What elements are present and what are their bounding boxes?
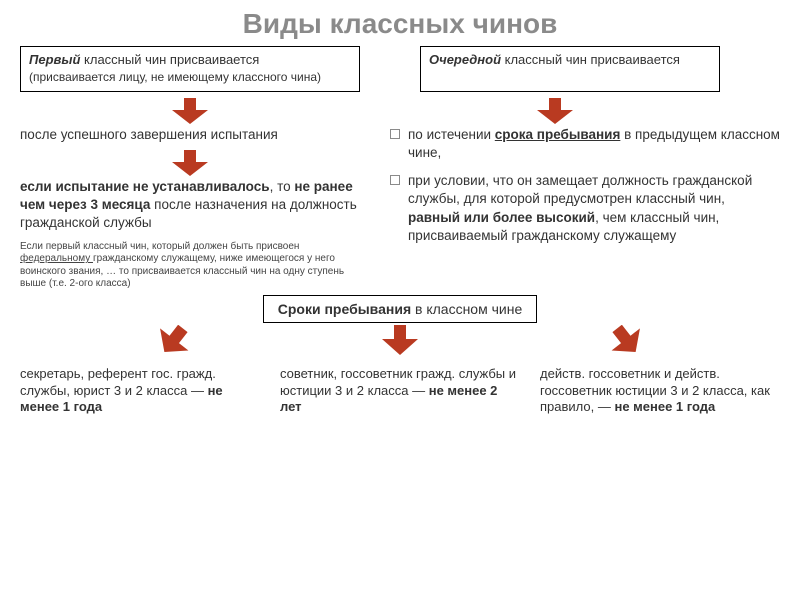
c3-b: не менее 1 года: [614, 399, 715, 414]
main-columns: после успешного завершения испытания есл…: [20, 96, 780, 291]
b2-b: равный или более высокий: [408, 210, 595, 225]
left-column: после успешного завершения испытания есл…: [20, 96, 360, 291]
right-column: по истечении срока пребывания в предыдущ…: [390, 96, 780, 291]
c1-a: секретарь, референт гос. гражд. службы, …: [20, 366, 216, 398]
bottom-col-3: действ. госсоветник и действ. госсоветни…: [540, 366, 780, 417]
arrows-3: [60, 325, 740, 362]
mid-box-wrap: Сроки пребывания в классном чине: [20, 295, 780, 323]
arrow-down-icon: [330, 98, 780, 124]
left-small: Если первый классный чин, который должен…: [20, 241, 360, 291]
left-small-b: федеральному: [20, 253, 93, 264]
box-first-bold: Первый: [29, 52, 80, 67]
page-title: Виды классных чинов: [20, 8, 780, 40]
arrow-down-icon: [20, 98, 360, 124]
arrow-diag-right-icon: [607, 325, 647, 362]
bullet-1: по истечении срока пребывания в предыдущ…: [390, 126, 780, 162]
mid-bold: Сроки пребывания: [278, 301, 411, 317]
arrow-down-icon: [20, 150, 360, 176]
bottom-row: секретарь, референт гос. гражд. службы, …: [20, 366, 780, 417]
b1-b: срока пребывания: [495, 127, 621, 142]
arrow-diag-left-icon: [153, 325, 193, 362]
box-next-bold: Очередной: [429, 52, 501, 67]
box-first-sub: (присваивается лицу, не имеющему классно…: [29, 70, 321, 84]
box-first-rest: классный чин присваивается: [80, 52, 259, 67]
bottom-col-1: секретарь, референт гос. гражд. службы, …: [20, 366, 260, 417]
top-boxes-row: Первый классный чин присваивается (присв…: [20, 46, 780, 92]
duration-box: Сроки пребывания в классном чине: [263, 295, 538, 323]
b1-a: по истечении: [408, 127, 495, 142]
mid-rest: в классном чине: [411, 301, 522, 317]
left-p2-a: если испытание не устанавливалось: [20, 179, 270, 194]
bottom-col-2: советник, госсоветник гражд. службы и юс…: [280, 366, 520, 417]
bullet-marker-icon: [390, 129, 400, 139]
bullet-1-text: по истечении срока пребывания в предыдущ…: [408, 126, 780, 162]
arrow-down-icon: [380, 325, 420, 362]
left-p2: если испытание не устанавливалось, то не…: [20, 178, 360, 233]
left-p1: после успешного завершения испытания: [20, 126, 360, 144]
bullet-marker-icon: [390, 175, 400, 185]
bullet-2: при условии, что он замещает должность г…: [390, 172, 780, 245]
b2-a: при условии, что он замещает должность г…: [408, 173, 752, 206]
left-p2-b: , то: [270, 179, 295, 194]
bullet-2-text: при условии, что он замещает должность г…: [408, 172, 780, 245]
box-next-rest: классный чин присваивается: [501, 52, 680, 67]
box-first-rank: Первый классный чин присваивается (присв…: [20, 46, 360, 92]
left-small-a: Если первый классный чин, который должен…: [20, 241, 299, 252]
box-next-rank: Очередной классный чин присваивается: [420, 46, 720, 92]
